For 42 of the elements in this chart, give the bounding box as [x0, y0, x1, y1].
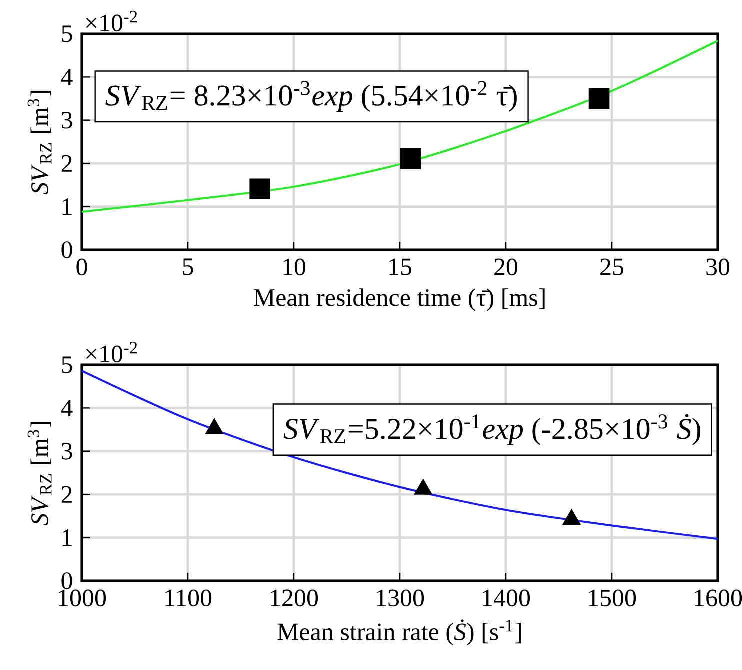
text: ×10$^{-2}$: [86, 11, 138, 32]
line-series: [81, 370, 720, 540]
x-axis-title: Mean residence time (τ̄) [ms]: [254, 288, 545, 312]
x-tick-label: 20: [494, 258, 518, 276]
point: [250, 178, 270, 200]
y-tick-label: 4: [61, 68, 73, 86]
x-tick-label: 1200: [271, 590, 318, 607]
x-axis-title: Mean strain rate (Ṡ) [s$^{-1}$]: [278, 620, 522, 646]
line-series: [81, 40, 720, 213]
x-tick-label: 15: [390, 258, 412, 276]
point: [400, 148, 422, 170]
x-tick-label: 1600: [695, 590, 742, 607]
y-tick-label: 1: [62, 530, 72, 546]
y-tick-label: 5: [62, 26, 72, 42]
y-tick-label: 2: [62, 486, 72, 503]
x-tick-label: 0: [76, 258, 88, 276]
x-tick-label: 1000: [59, 590, 106, 607]
y-tick-label: 5: [62, 356, 72, 374]
x-tick-label: 1100: [166, 590, 212, 607]
annotation: SV$_{RZ}$= 8.23×10$^{-3}$exp (5.54×10$^{-2}$ τ̄): [106, 81, 517, 112]
y-tick-label: 0: [62, 242, 72, 258]
y-tick-label: 3: [62, 443, 72, 460]
x-tick-label: 1500: [589, 590, 636, 607]
x-tick-label: 10: [284, 258, 306, 276]
point: [414, 479, 432, 495]
y-tick-label: 3: [62, 112, 72, 129]
x-tick-label: 5: [183, 258, 194, 276]
point: [588, 88, 610, 110]
point: [205, 418, 224, 434]
y-tick-label: 4: [61, 400, 73, 416]
point: [562, 509, 581, 526]
y-axis-title: SV$_{RZ}$ [m$^{3}$]: [28, 91, 52, 195]
text: ×10$^{-2}$: [86, 342, 138, 363]
y-axis-title: SV$_{RZ}$ [m$^{3}$]: [28, 422, 52, 526]
x-tick-label: 25: [600, 258, 624, 276]
y-tick-label: 0: [62, 572, 72, 590]
x-tick-label: 1400: [483, 590, 530, 607]
text: SV$_{RZ}$=5.22×10$^{-1}$exp (-2.85×10$^{-3}$ Ṡ): [284, 414, 700, 446]
x-tick-label: 1300: [377, 590, 424, 607]
y-tick-label: 2: [62, 155, 72, 172]
x-tick-label: 30: [706, 258, 730, 276]
y-tick-label: 1: [62, 198, 72, 216]
